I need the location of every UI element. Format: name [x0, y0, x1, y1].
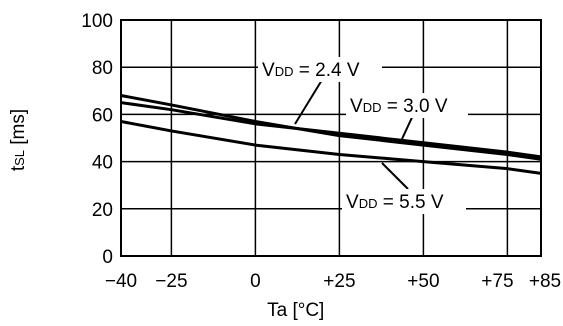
callout-line-2 [381, 162, 409, 190]
x-tick-label: −40 [105, 271, 137, 292]
y-axis-label-subscript: SL [12, 150, 27, 166]
series-line-0 [120, 94, 542, 161]
y-tick-label: 40 [92, 153, 113, 174]
y-tick-label: 80 [92, 58, 113, 79]
label-main: V [262, 60, 275, 81]
label-sub: DD [359, 196, 378, 211]
x-tick-label: +75 [481, 271, 513, 292]
label-background [258, 57, 382, 82]
series-label-vdd-5-5: VDD = 5.5 V [346, 192, 444, 213]
y-tick-label: 60 [92, 105, 113, 126]
grid-lines [120, 19, 542, 257]
x-axis-label: Ta [°C] [267, 300, 324, 321]
label-rest: = 5.5 V [377, 192, 443, 213]
y-tick-labels: 0 20 40 60 80 100 [81, 11, 113, 268]
series-label-vdd-3-0: VDD = 3.0 V [350, 96, 448, 117]
label-background [346, 93, 468, 118]
label-main: V [350, 96, 363, 117]
label-rest: = 2.4 V [293, 60, 359, 81]
y-axis-label-main: t [8, 165, 29, 171]
y-tick-label: 0 [102, 247, 113, 268]
y-tick-label: 20 [92, 200, 113, 221]
y-axis-label-unit: [ms] [8, 109, 29, 150]
x-tick-label: +25 [323, 271, 355, 292]
label-background [342, 189, 466, 214]
label-sub: DD [363, 100, 382, 115]
series-lines [120, 94, 542, 175]
series-label-vdd-2-4: VDD = 2.4 V [262, 60, 360, 81]
x-tick-label: −25 [155, 271, 187, 292]
x-tick-label: +85 [529, 271, 561, 292]
x-tick-label: +50 [407, 271, 439, 292]
plot-frame [120, 19, 542, 257]
callout-line-0 [294, 74, 326, 125]
series-line-1 [120, 101, 542, 159]
x-tick-labels: −40 −25 0 +25 +50 +75 +85 [105, 271, 561, 292]
series-line-2 [120, 120, 542, 175]
label-rest: = 3.0 V [381, 96, 447, 117]
y-tick-label: 100 [81, 11, 113, 32]
x-tick-label: 0 [250, 271, 261, 292]
y-axis-label: tSL [ms] [8, 109, 29, 171]
label-sub: DD [275, 64, 294, 79]
label-main: V [346, 192, 359, 213]
